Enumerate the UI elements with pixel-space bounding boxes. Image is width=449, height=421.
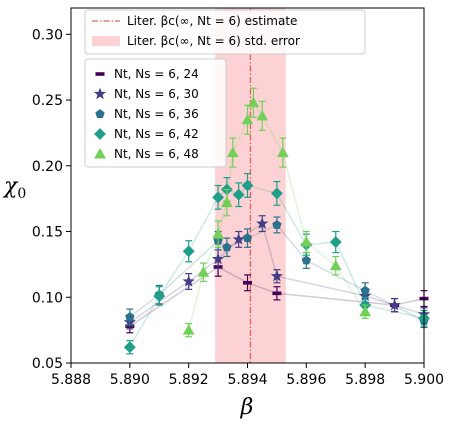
data-point <box>272 220 282 229</box>
y-tick-label: 0.20 <box>32 159 63 175</box>
data-point <box>182 275 195 287</box>
data-point <box>300 236 313 247</box>
data-point <box>256 109 269 121</box>
data-point <box>226 146 239 158</box>
data-point <box>182 324 195 335</box>
series-group <box>123 173 430 355</box>
reference-legend: Liter. βc(∞, Nt = 6) estimate Liter. βc(… <box>84 9 366 55</box>
data-point <box>270 269 284 282</box>
data-point <box>301 255 312 265</box>
legend-marker <box>95 109 105 118</box>
legend-label: Nt, Ns = 6, 48 <box>114 147 199 161</box>
y-tick-label: 0.30 <box>32 27 63 43</box>
data-point <box>241 113 254 125</box>
legend-marker <box>94 147 106 159</box>
data-point <box>271 187 283 200</box>
data-point <box>388 298 401 311</box>
legend-label: Nt, Ns = 6, 30 <box>114 87 199 101</box>
data-point <box>272 291 282 296</box>
data-point <box>232 188 245 201</box>
data-point <box>123 341 136 354</box>
data-point <box>182 245 195 258</box>
reference-line-legend-label: Liter. βc(∞, Nt = 6) estimate <box>127 14 297 28</box>
legend-label: Nt, Ns = 6, 42 <box>114 127 199 141</box>
data-point <box>211 252 225 265</box>
data-point <box>153 290 166 302</box>
x-tick-label: 5.892 <box>169 372 209 388</box>
data-point <box>329 259 342 271</box>
legend-marker <box>94 128 106 140</box>
x-axis-label: β <box>240 395 254 420</box>
data-point <box>221 196 233 208</box>
data-point <box>242 233 253 243</box>
data-point <box>212 191 224 204</box>
series-group <box>182 87 372 338</box>
legend-marker <box>95 72 105 76</box>
x-tick-label: 5.894 <box>227 372 267 388</box>
data-points-layer <box>123 87 431 355</box>
x-tick-label: 5.896 <box>286 372 326 388</box>
series-legend-frame <box>84 58 227 168</box>
x-tick-label: 5.890 <box>110 372 150 388</box>
x-tick-label: 5.898 <box>345 372 385 388</box>
reference-band-legend-label: Liter. βc(∞, Nt = 6) std. error <box>127 34 300 48</box>
data-point <box>241 179 254 192</box>
y-tick-label: 0.15 <box>32 225 63 241</box>
x-tick-label: 5.900 <box>404 372 444 388</box>
data-point <box>212 228 224 239</box>
fit-curve <box>129 184 424 348</box>
x-tick-label: 5.888 <box>51 372 91 388</box>
data-point <box>197 266 210 277</box>
y-tick-label: 0.25 <box>32 93 63 109</box>
legend-label: Nt, Ns = 6, 36 <box>114 107 199 121</box>
legend-label: Nt, Ns = 6, 24 <box>114 67 199 81</box>
axis-ticks-layer: 5.888 5.890 5.892 5.894 5.896 5.898 5.900 0.05 0… <box>32 27 444 388</box>
data-point <box>247 96 260 108</box>
data-point <box>276 146 289 158</box>
data-point <box>329 236 342 248</box>
data-point <box>243 280 252 285</box>
series-legend: Nt, Ns = 6, 24 Nt, Ns = 6, 30 Nt, Ns = 6, … <box>84 58 227 168</box>
y-tick-label: 0.05 <box>32 356 63 372</box>
reference-legend-band-sample <box>92 36 120 46</box>
y-tick-label: 0.10 <box>32 290 63 306</box>
reference-legend-frame <box>84 9 366 55</box>
data-point <box>222 242 232 252</box>
data-point <box>125 312 135 321</box>
y-axis-label: χ0 <box>2 174 26 202</box>
data-point <box>359 305 372 317</box>
data-point <box>232 232 245 245</box>
data-point <box>360 285 370 295</box>
legend-marker <box>93 87 107 100</box>
data-point <box>256 217 269 229</box>
